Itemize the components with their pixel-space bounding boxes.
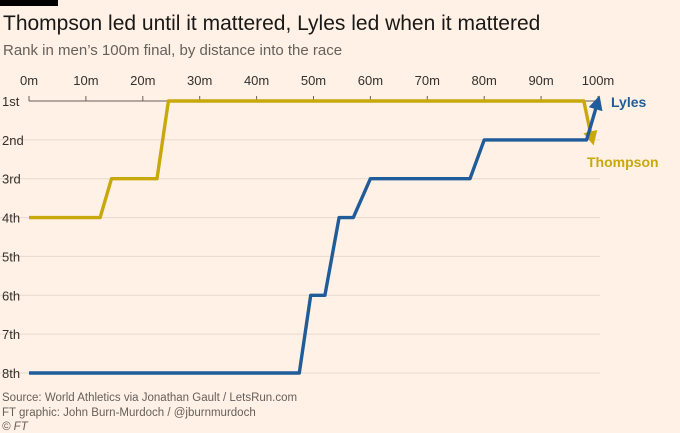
y-tick-label: 4th bbox=[2, 211, 20, 226]
series-line-lyles bbox=[29, 95, 603, 375]
ft-brand-bar bbox=[0, 0, 58, 6]
x-tick-label: 50m bbox=[301, 73, 326, 88]
x-tick-label: 70m bbox=[415, 73, 440, 88]
x-tick-label: 20m bbox=[130, 73, 155, 88]
x-tick-label: 10m bbox=[73, 73, 98, 88]
x-tick-label: 40m bbox=[244, 73, 269, 88]
chart-subtitle: Rank in men’s 100m final, by distance in… bbox=[3, 42, 343, 59]
y-tick-label: 8th bbox=[2, 366, 20, 381]
x-tick-label: 90m bbox=[528, 73, 553, 88]
series-line-thompson bbox=[29, 99, 598, 220]
y-tick-label: 3rd bbox=[2, 172, 21, 187]
x-tick-label: 60m bbox=[358, 73, 383, 88]
graphic-credit: FT graphic: John Burn-Murdoch / @jburnmu… bbox=[2, 407, 256, 419]
y-tick-label: 5th bbox=[2, 249, 20, 264]
series-label-thompson: Thompson bbox=[587, 154, 659, 170]
x-tick-label: 0m bbox=[20, 73, 38, 88]
y-tick-label: 6th bbox=[2, 288, 20, 303]
y-tick-label: 2nd bbox=[2, 133, 24, 148]
chart-title: Thompson led until it mattered, Lyles le… bbox=[3, 12, 541, 35]
x-tick-label: 30m bbox=[187, 73, 212, 88]
series-label-lyles: Lyles bbox=[611, 94, 646, 110]
source-note: Source: World Athletics via Jonathan Gau… bbox=[2, 392, 298, 404]
x-tick-label: 80m bbox=[472, 73, 497, 88]
copyright: © FT bbox=[2, 421, 28, 433]
x-tick-label: 100m bbox=[582, 73, 615, 88]
y-tick-label: 1st bbox=[2, 94, 20, 109]
y-tick-label: 7th bbox=[2, 327, 20, 342]
